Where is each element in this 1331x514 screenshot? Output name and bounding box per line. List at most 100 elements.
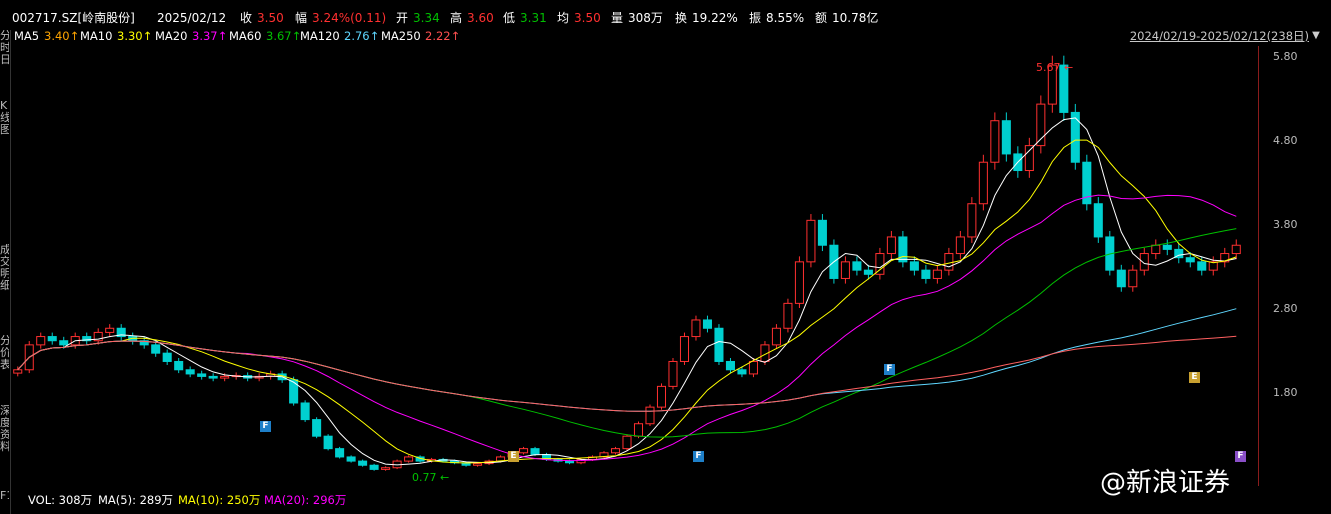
candle-body[interactable]: [185, 369, 195, 375]
candle-body[interactable]: [312, 419, 322, 437]
candle-body[interactable]: [174, 360, 184, 371]
side-tab-trades[interactable]: 成交明细: [0, 244, 9, 292]
candle-body[interactable]: [139, 340, 149, 346]
candle-body[interactable]: [886, 236, 896, 255]
candle-body[interactable]: [622, 435, 632, 450]
candle-body[interactable]: [1162, 244, 1172, 250]
candle-body[interactable]: [47, 336, 57, 342]
side-tab-timeshare[interactable]: 分时: [0, 30, 9, 54]
candle-body[interactable]: [610, 448, 621, 454]
candle-body[interactable]: [771, 327, 781, 346]
candle-body[interactable]: [840, 261, 850, 279]
candle-body[interactable]: [783, 302, 793, 329]
candle-body[interactable]: [1220, 253, 1230, 263]
candle-body[interactable]: [978, 161, 988, 205]
side-tab-depth[interactable]: 深度资料: [0, 405, 9, 453]
side-tab-kline[interactable]: K线图: [0, 100, 9, 136]
candle-body[interactable]: [1174, 248, 1184, 259]
candle-body[interactable]: [967, 203, 977, 238]
stock-code[interactable]: 002717.SZ[岭南股份]: [12, 11, 135, 25]
candle-body[interactable]: [1047, 64, 1057, 105]
candle-body[interactable]: [863, 269, 873, 275]
quote-date: 2025/02/12: [157, 11, 227, 25]
candle-body[interactable]: [748, 360, 758, 375]
candle-body[interactable]: [1024, 145, 1034, 172]
candle-body[interactable]: [369, 464, 379, 470]
candle-body[interactable]: [151, 344, 161, 354]
candle-body[interactable]: [358, 460, 368, 466]
event-marker-f[interactable]: F: [693, 451, 704, 462]
candle-body[interactable]: [806, 219, 816, 263]
candle-body[interactable]: [1001, 120, 1011, 155]
candle-body[interactable]: [944, 253, 954, 271]
candle-body[interactable]: [519, 448, 529, 454]
candle-body[interactable]: [875, 253, 885, 275]
candle-body[interactable]: [220, 375, 230, 379]
candle-body[interactable]: [346, 456, 356, 462]
candle-body[interactable]: [1093, 203, 1103, 238]
candle-body[interactable]: [955, 236, 965, 255]
candle-body[interactable]: [909, 261, 919, 271]
candle-body[interactable]: [289, 379, 299, 404]
candle-body[interactable]: [990, 120, 1000, 163]
candle-body[interactable]: [725, 360, 735, 371]
candle-body[interactable]: [105, 327, 115, 333]
candle-body[interactable]: [197, 373, 207, 377]
candle-body[interactable]: [473, 463, 483, 466]
candle-body[interactable]: [300, 402, 310, 421]
candle-body[interactable]: [1070, 111, 1080, 163]
candle-body[interactable]: [898, 236, 908, 263]
candle-body[interactable]: [530, 448, 540, 455]
candle-body[interactable]: [668, 360, 678, 387]
side-tab-f10[interactable]: F10: [0, 490, 9, 502]
candle-body[interactable]: [1151, 244, 1161, 255]
candle-body[interactable]: [691, 319, 701, 338]
candle-body[interactable]: [59, 340, 69, 346]
candle-body[interactable]: [335, 448, 345, 458]
event-marker-f[interactable]: F: [1235, 451, 1246, 462]
event-marker-f[interactable]: F: [260, 421, 271, 432]
candle-body[interactable]: [381, 467, 391, 470]
candle-body[interactable]: [645, 406, 655, 425]
candle-body[interactable]: [323, 435, 333, 450]
candle-body[interactable]: [656, 385, 667, 408]
candle-body[interactable]: [565, 460, 575, 464]
candle-body[interactable]: [404, 456, 414, 462]
candle-body[interactable]: [208, 375, 218, 379]
event-marker-e[interactable]: E: [1189, 372, 1200, 383]
candle-body[interactable]: [760, 344, 770, 362]
candle-body[interactable]: [1197, 261, 1207, 271]
chevron-down-icon[interactable]: ▼: [1312, 30, 1320, 41]
candle-body[interactable]: [932, 269, 942, 279]
candle-body[interactable]: [714, 327, 724, 362]
side-tab-day[interactable]: 日: [0, 54, 9, 66]
candle-body[interactable]: [13, 369, 23, 374]
candle-body[interactable]: [36, 336, 46, 346]
candle-body[interactable]: [162, 352, 172, 362]
candle-body[interactable]: [1059, 64, 1069, 113]
candle-body[interactable]: [702, 319, 712, 329]
event-marker-e[interactable]: E: [508, 451, 519, 462]
candle-body[interactable]: [737, 369, 747, 375]
candle-body[interactable]: [1208, 261, 1218, 271]
event-marker-f[interactable]: F: [884, 364, 895, 375]
candle-body[interactable]: [852, 261, 862, 271]
candle-body[interactable]: [1116, 269, 1126, 288]
candle-body[interactable]: [921, 269, 931, 279]
candle-body[interactable]: [817, 219, 827, 246]
candle-body[interactable]: [794, 261, 804, 304]
candle-body[interactable]: [1231, 244, 1241, 255]
candle-body[interactable]: [1185, 257, 1195, 263]
candle-body[interactable]: [82, 336, 92, 342]
kline-chart[interactable]: [12, 46, 1258, 486]
candle-body[interactable]: [1036, 103, 1046, 147]
candle-body[interactable]: [116, 327, 126, 338]
candle-body[interactable]: [93, 331, 103, 342]
side-tab-price-table[interactable]: 分价表: [0, 335, 9, 371]
candle-body[interactable]: [1139, 253, 1149, 271]
candle-body[interactable]: [633, 423, 644, 437]
candle-body[interactable]: [679, 336, 689, 362]
candle-body[interactable]: [1128, 269, 1138, 288]
date-range-selector[interactable]: 2024/02/19-2025/02/12(238日): [1129, 29, 1309, 43]
candle-body[interactable]: [1082, 161, 1092, 205]
